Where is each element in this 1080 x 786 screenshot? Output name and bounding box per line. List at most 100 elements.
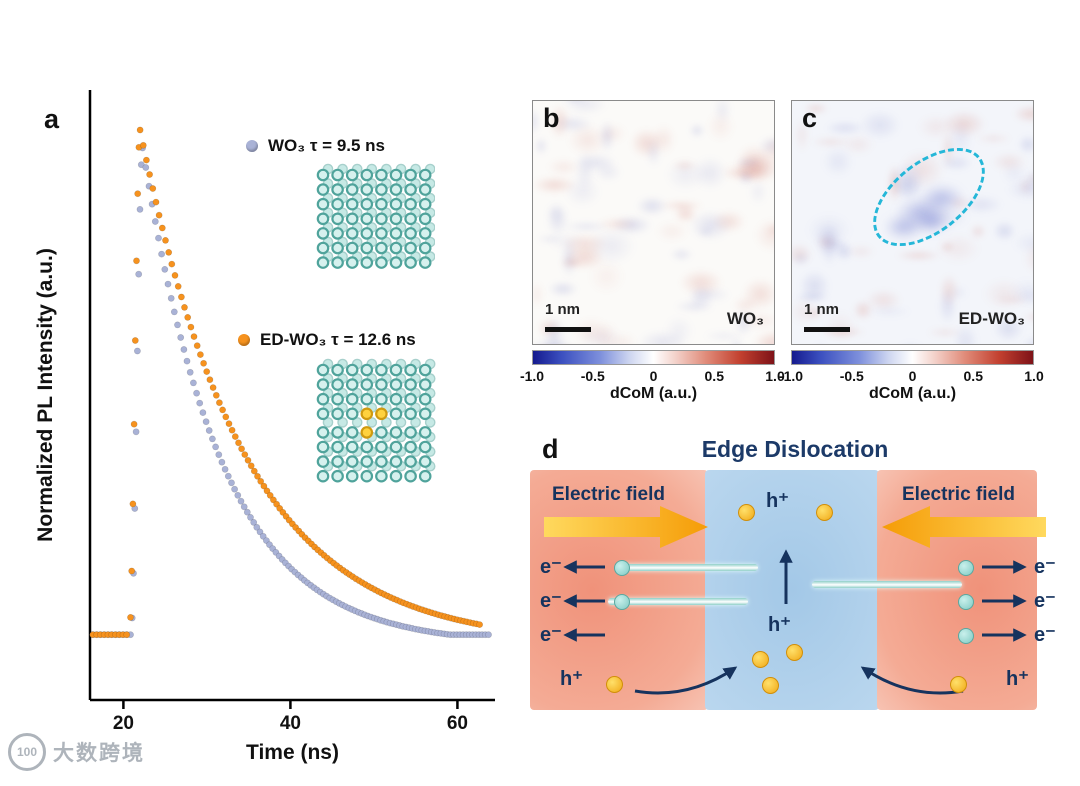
noise-blob (533, 136, 548, 155)
noise-blob (586, 226, 636, 265)
noise-blob (636, 195, 669, 216)
noise-blob (822, 239, 849, 251)
noise-blob (735, 143, 772, 181)
cbar-tick: 0.5 (963, 368, 983, 384)
legend-wo3: WO₃ τ = 9.5 ns (246, 136, 385, 156)
schematic-title: Edge Dislocation (701, 436, 889, 462)
noise-blob (1000, 161, 1028, 185)
electric-field-label-right: Electric field (902, 484, 1015, 505)
noise-blob (798, 270, 830, 303)
electron-label: e⁻ (540, 624, 562, 646)
sample-label-ed-wo3: ED-WO₃ (958, 309, 1025, 328)
noise-blob (981, 278, 1026, 311)
electron-label: e⁻ (1034, 590, 1056, 612)
noise-blob (630, 128, 664, 159)
noise-blob (689, 285, 731, 303)
noise-blob (721, 167, 766, 182)
noise-blob (719, 162, 761, 179)
noise-blob (1013, 105, 1033, 124)
colorbar-ticks-wo3: -1.0 -0.5 0 0.5 1.0 (520, 368, 785, 384)
noise-blob (806, 306, 824, 321)
cbar-tick: -1.0 (778, 368, 804, 384)
watermark-text: 大数跨境 (53, 742, 145, 765)
hole-label: h⁺ (766, 490, 789, 512)
noise-blob (939, 154, 973, 171)
hole-dot (762, 677, 779, 694)
noise-blob (887, 163, 903, 203)
noise-blob (940, 130, 955, 169)
colorbar-wo3 (532, 350, 775, 365)
hole-label: h⁺ (560, 668, 583, 690)
hole-dot (606, 676, 623, 693)
colorbar-ed-wo3 (791, 350, 1034, 365)
hole-dot (816, 504, 833, 521)
electron-label: e⁻ (540, 556, 562, 578)
legend-marker-ed-wo3-icon (238, 334, 250, 346)
noise-blob (1018, 134, 1033, 154)
noise-blob (738, 311, 774, 331)
legend-ed-wo3: ED-WO₃ τ = 12.6 ns (238, 330, 416, 350)
hole-label: h⁺ (1006, 668, 1029, 690)
colorbar-label-ed-wo3: dCoM (a.u.) (868, 385, 957, 402)
noise-blob (792, 298, 819, 326)
noise-blob (546, 205, 570, 236)
noise-blob (562, 232, 609, 255)
noise-blob (665, 157, 707, 191)
watermark-logo-icon: 100 (8, 733, 46, 771)
noise-blob (792, 243, 814, 266)
noise-blob (816, 234, 838, 251)
noise-blob (533, 343, 560, 344)
noise-blob (576, 152, 618, 172)
panel-d-label: d (542, 434, 559, 464)
noise-blob (536, 233, 566, 244)
noise-blob (899, 150, 946, 190)
noise-blob (917, 113, 956, 140)
noise-blob (864, 289, 902, 312)
noise-blob (1013, 287, 1033, 306)
noise-blob (712, 101, 732, 125)
electron-dot (958, 594, 974, 610)
watermark: 100 大数跨境 (8, 733, 145, 771)
noise-blob (937, 287, 957, 324)
noise-blob (608, 331, 637, 344)
cbar-tick: 0.5 (704, 368, 724, 384)
panel-c-label: c (802, 103, 818, 133)
dislocation-strain-blob (884, 215, 924, 239)
noise-blob (1026, 172, 1033, 183)
noise-blob (598, 123, 628, 145)
noise-blob (948, 119, 974, 158)
electron-label: e⁻ (1034, 624, 1056, 646)
noise-blob (696, 227, 714, 238)
hole-dot (738, 504, 755, 521)
noise-blob (543, 341, 568, 344)
noise-blob (926, 326, 965, 338)
electron-label: e⁻ (1034, 556, 1056, 578)
noise-blob (1006, 178, 1033, 202)
noise-blob (678, 269, 723, 297)
noise-blob (803, 103, 830, 115)
panel-b-label: b (543, 103, 560, 133)
cbar-tick: -0.5 (839, 368, 864, 384)
noise-blob (742, 278, 774, 311)
dislocation-line (812, 581, 962, 588)
noise-blob (794, 292, 831, 303)
panel-a-label: a (44, 104, 60, 134)
edge-dislocation-schematic: d Edge Dislocation (530, 428, 1060, 723)
noise-blob (598, 120, 615, 154)
noise-blob (992, 220, 1016, 241)
dcom-map-ed-wo3: c 1 nm ED-WO₃ (791, 100, 1034, 345)
noise-blob (691, 156, 728, 191)
dislocation-line (618, 564, 758, 571)
noise-blob (824, 121, 865, 136)
electron-label: e⁻ (540, 590, 562, 612)
noise-blob (845, 244, 876, 260)
noise-blob (593, 162, 622, 183)
noise-blob (654, 221, 689, 243)
noise-blob (612, 215, 653, 236)
noise-blob (823, 310, 859, 343)
noise-blob (688, 284, 714, 309)
electric-field-label-left: Electric field (552, 484, 665, 505)
series-ED-WO3 (89, 126, 483, 639)
noise-blob (1011, 231, 1033, 256)
noise-blob (588, 258, 626, 294)
